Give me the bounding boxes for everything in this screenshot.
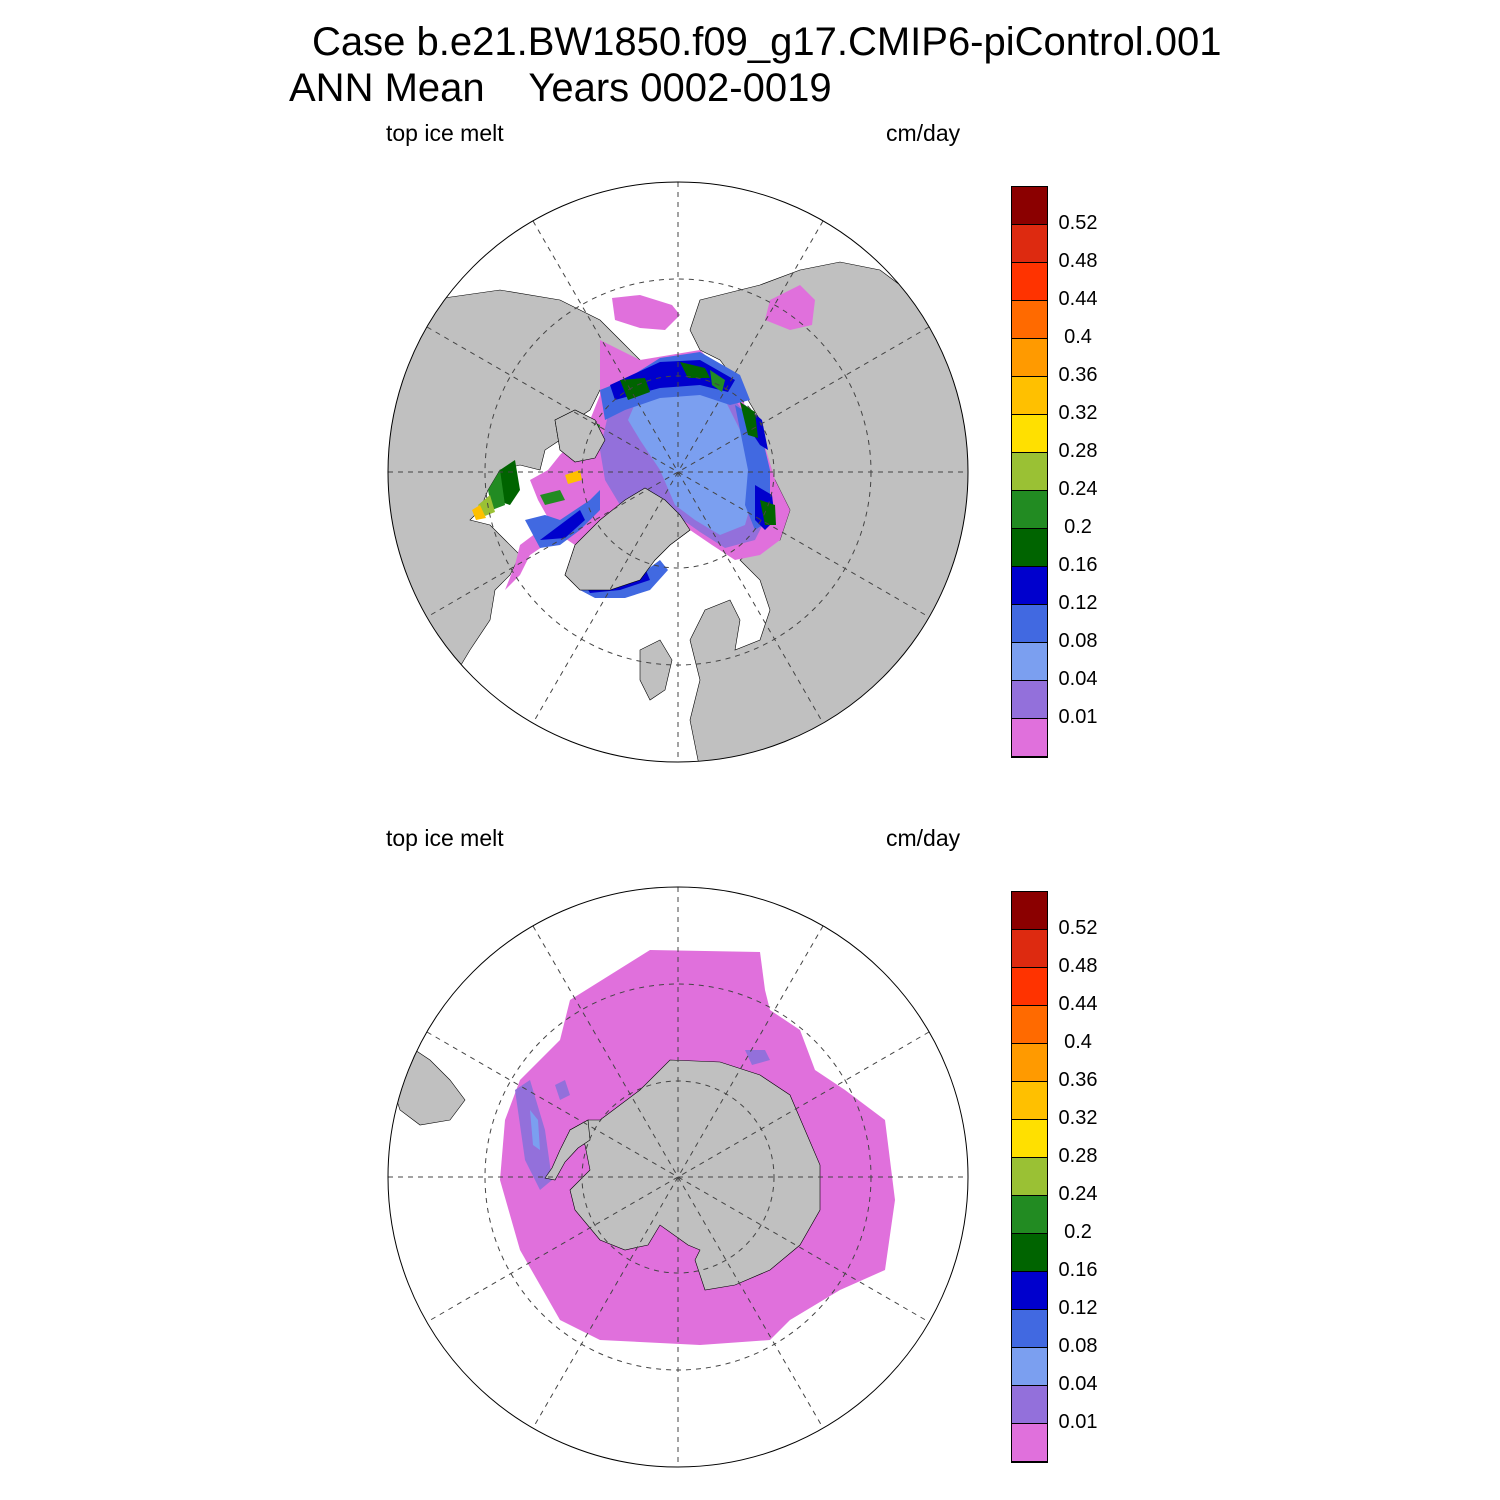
south-colorbar-box — [1012, 1310, 1047, 1348]
south-polar-map — [387, 886, 969, 1468]
north-colorbar-label: 0.4 — [1064, 326, 1092, 348]
south-colorbar-box — [1012, 1386, 1047, 1424]
north-panel-units-label: cm/day — [886, 120, 961, 146]
north-colorbar-box — [1012, 719, 1047, 757]
figure-title-line1: Case b.e21.BW1850.f09_g17.CMIP6-piContro… — [312, 20, 1222, 64]
north-colorbar-label: 0.2 — [1064, 516, 1092, 538]
south-colorbar-box — [1012, 968, 1047, 1006]
south-colorbar-label: 0.04 — [1058, 1373, 1098, 1395]
south-graticule — [388, 887, 968, 1467]
south-colorbar-box — [1012, 1234, 1047, 1272]
north-colorbar-label: 0.44 — [1058, 288, 1098, 310]
south-colorbar-label: 0.48 — [1058, 955, 1098, 977]
north-colorbar-box — [1012, 643, 1047, 681]
north-colorbar-label: 0.08 — [1058, 630, 1098, 652]
north-colorbar-box — [1012, 377, 1047, 415]
north-colorbar-label: 0.36 — [1058, 364, 1098, 386]
north-colorbar-box — [1012, 567, 1047, 605]
north-colorbar — [1011, 186, 1048, 758]
south-colorbar-label: 0.08 — [1058, 1335, 1098, 1357]
north-colorbar-box — [1012, 339, 1047, 377]
north-colorbar-box — [1012, 225, 1047, 263]
south-colorbar-box — [1012, 1424, 1047, 1462]
south-colorbar-label: 0.2 — [1064, 1221, 1092, 1243]
north-colorbar-box — [1012, 187, 1047, 225]
south-colorbar-box — [1012, 1082, 1047, 1120]
north-panel-variable-label: top ice melt — [386, 120, 504, 146]
antarctica-land — [569, 1059, 821, 1291]
south-colorbar-box — [1012, 1120, 1047, 1158]
north-graticule — [388, 182, 968, 762]
north-colorbar-label: 0.04 — [1058, 668, 1098, 690]
south-colorbar-box — [1012, 1158, 1047, 1196]
north-colorbar-box — [1012, 453, 1047, 491]
north-colorbar-box — [1012, 301, 1047, 339]
south-colorbar-label: 0.28 — [1058, 1145, 1098, 1167]
north-colorbar-box — [1012, 605, 1047, 643]
north-colorbar-box — [1012, 415, 1047, 453]
south-colorbar-box — [1012, 1196, 1047, 1234]
north-colorbar-label: 0.28 — [1058, 440, 1098, 462]
north-colorbar-label: 0.52 — [1058, 212, 1098, 234]
north-colorbar-label: 0.32 — [1058, 402, 1098, 424]
north-colorbar-box — [1012, 681, 1047, 719]
north-colorbar-box — [1012, 529, 1047, 567]
north-colorbar-box — [1012, 263, 1047, 301]
north-polar-map — [387, 181, 969, 763]
south-colorbar-box — [1012, 892, 1047, 930]
south-colorbar-label: 0.36 — [1058, 1069, 1098, 1091]
south-colorbar-label: 0.32 — [1058, 1107, 1098, 1129]
south-colorbar-label: 0.4 — [1064, 1031, 1092, 1053]
south-colorbar-box — [1012, 1044, 1047, 1082]
south-colorbar-label: 0.01 — [1058, 1411, 1098, 1433]
south-colorbar-label: 0.44 — [1058, 993, 1098, 1015]
north-colorbar-box — [1012, 491, 1047, 529]
north-colorbar-label: 0.16 — [1058, 554, 1098, 576]
north-colorbar-label: 0.24 — [1058, 478, 1098, 500]
north-colorbar-label: 0.12 — [1058, 592, 1098, 614]
south-colorbar-label: 0.16 — [1058, 1259, 1098, 1281]
south-colorbar-label: 0.24 — [1058, 1183, 1098, 1205]
south-panel-variable-label: top ice melt — [386, 825, 504, 851]
south-colorbar-box — [1012, 1006, 1047, 1044]
south-colorbar-label: 0.52 — [1058, 917, 1098, 939]
south-colorbar-label: 0.12 — [1058, 1297, 1098, 1319]
south-colorbar — [1011, 891, 1048, 1463]
north-colorbar-label: 0.01 — [1058, 706, 1098, 728]
south-colorbar-box — [1012, 1272, 1047, 1310]
north-colorbar-label: 0.48 — [1058, 250, 1098, 272]
south-colorbar-box — [1012, 930, 1047, 968]
south-colorbar-box — [1012, 1348, 1047, 1386]
south-panel-units-label: cm/day — [886, 825, 961, 851]
figure-title-line2: ANN Mean Years 0002-0019 — [289, 66, 832, 110]
